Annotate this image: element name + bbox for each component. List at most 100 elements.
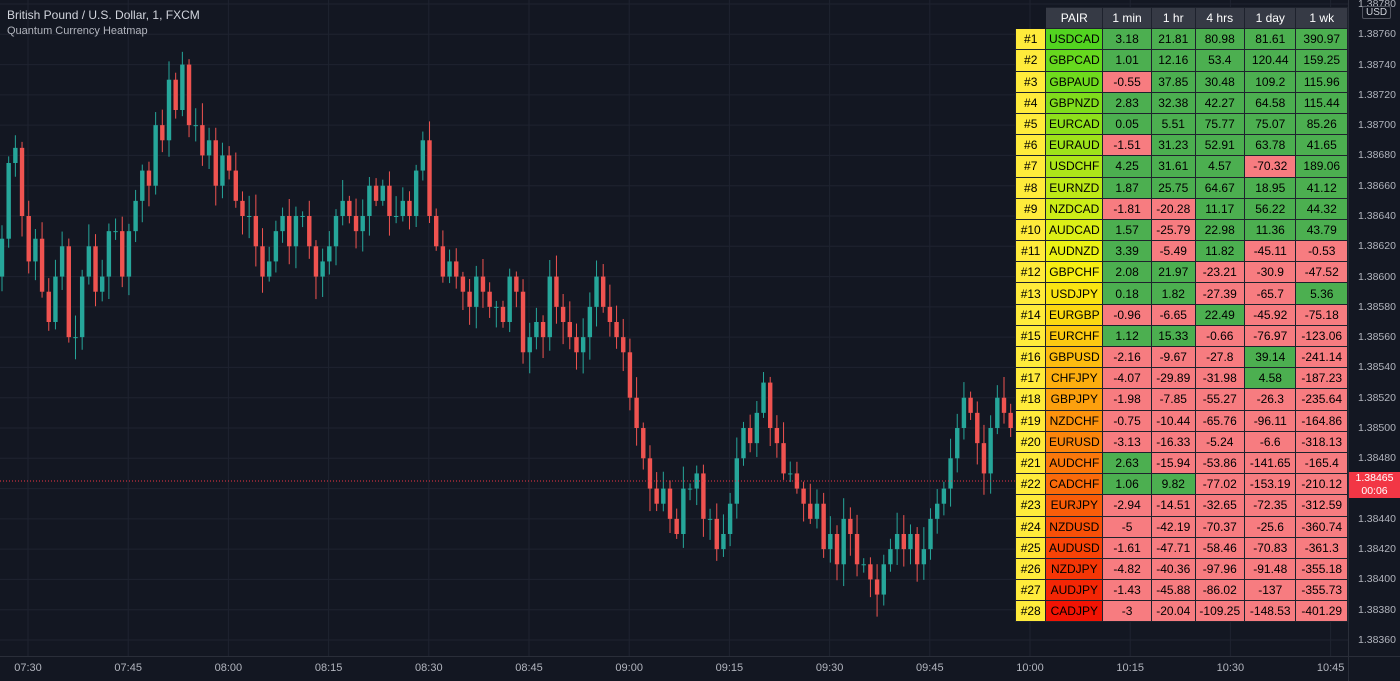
value-cell: -10.44 bbox=[1150, 409, 1196, 432]
pair-cell: CADCHF bbox=[1045, 473, 1104, 496]
value-cell: 64.58 bbox=[1244, 91, 1297, 114]
value-cell: -235.64 bbox=[1295, 388, 1348, 411]
rank-cell: #2 bbox=[1014, 49, 1047, 72]
rank-cell: #5 bbox=[1014, 112, 1047, 136]
candle-body bbox=[888, 549, 893, 565]
candle-body bbox=[981, 443, 987, 474]
value-cell: 1.06 bbox=[1102, 473, 1152, 496]
candle-body bbox=[520, 291, 526, 353]
value-cell: -70.37 bbox=[1194, 515, 1246, 538]
value-cell: -123.06 bbox=[1295, 324, 1348, 348]
candle-body bbox=[995, 397, 1000, 428]
price-axis[interactable]: 1.38780 1.38760 1.38740 1.38720 1.38700 1.386… bbox=[1348, 0, 1400, 656]
value-cell: -137 bbox=[1244, 579, 1297, 602]
value-cell: 159.25 bbox=[1295, 49, 1348, 72]
value-cell: -241.14 bbox=[1295, 345, 1348, 369]
value-cell: 5.51 bbox=[1150, 112, 1196, 136]
candle-body bbox=[607, 306, 613, 322]
rank-cell: #28 bbox=[1014, 600, 1047, 623]
axis-corner bbox=[1348, 656, 1400, 681]
price-tick: 1.38600 bbox=[1358, 270, 1396, 283]
heatmap-row: #1 USDCAD 3.18 21.81 80.98 81.61 390.97 bbox=[1014, 28, 1348, 51]
value-cell: -75.18 bbox=[1295, 303, 1348, 326]
pair-cell: AUDUSD bbox=[1045, 536, 1104, 559]
value-cell: -30.9 bbox=[1244, 261, 1297, 284]
value-cell: -76.97 bbox=[1244, 324, 1297, 348]
value-cell: 21.81 bbox=[1150, 28, 1196, 51]
candle-body bbox=[848, 518, 853, 534]
time-tick: 09:15 bbox=[715, 662, 744, 674]
candle-body bbox=[801, 488, 806, 504]
candle-body bbox=[935, 503, 940, 519]
value-cell: 41.12 bbox=[1295, 176, 1348, 199]
candle-body bbox=[200, 125, 205, 156]
value-cell: 0.05 bbox=[1102, 112, 1152, 136]
candle-body bbox=[788, 473, 793, 475]
candle-body bbox=[908, 534, 913, 550]
candle-body bbox=[126, 231, 132, 277]
heatmap-header-pair: PAIR bbox=[1045, 6, 1104, 30]
rank-cell: #24 bbox=[1014, 515, 1047, 538]
candle-body bbox=[133, 200, 138, 232]
candle-body bbox=[300, 216, 305, 217]
indicator-title[interactable]: Quantum Currency Heatmap bbox=[7, 25, 148, 37]
candle-body bbox=[747, 428, 753, 444]
candle-body bbox=[340, 200, 345, 216]
candle-body bbox=[968, 397, 973, 413]
heatmap-row: #22 CADCHF 1.06 9.82 -77.02 -153.19 -210.12 bbox=[1014, 473, 1348, 496]
time-tick: 09:30 bbox=[815, 662, 844, 674]
value-cell: -27.39 bbox=[1194, 282, 1246, 305]
candle-body bbox=[113, 231, 118, 233]
value-cell: -97.96 bbox=[1194, 557, 1246, 581]
candle-body bbox=[474, 276, 479, 307]
value-cell: 42.27 bbox=[1194, 91, 1246, 114]
pair-cell: GBPNZD bbox=[1045, 91, 1104, 114]
value-cell: -4.07 bbox=[1102, 367, 1152, 390]
candle-body bbox=[380, 185, 385, 201]
value-cell: -210.12 bbox=[1295, 473, 1348, 496]
candle-body bbox=[507, 276, 512, 322]
pair-cell: GBPCAD bbox=[1045, 49, 1104, 72]
time-axis[interactable]: 07:30 07:45 08:00 08:15 08:30 08:45 09:00 09:15… bbox=[0, 656, 1348, 681]
value-cell: -5.24 bbox=[1194, 430, 1246, 453]
candle-body bbox=[975, 412, 980, 444]
value-cell: -0.75 bbox=[1102, 409, 1152, 432]
value-cell: 22.49 bbox=[1194, 303, 1246, 326]
candle-body bbox=[447, 261, 452, 277]
time-tick: 08:30 bbox=[415, 662, 443, 674]
value-cell: -2.94 bbox=[1102, 494, 1152, 517]
currency-badge[interactable]: USD bbox=[1362, 6, 1392, 19]
value-cell: 5.36 bbox=[1295, 282, 1348, 305]
chart-area[interactable]: British Pound / U.S. Dollar, 1, FXCM Qua… bbox=[0, 0, 1348, 656]
pair-cell: CHFJPY bbox=[1045, 367, 1104, 390]
pair-cell: GBPUSD bbox=[1045, 345, 1104, 369]
candle-body bbox=[914, 534, 920, 565]
value-cell: -401.29 bbox=[1295, 600, 1348, 623]
value-cell: 63.78 bbox=[1244, 134, 1297, 157]
value-cell: -20.28 bbox=[1150, 197, 1196, 220]
value-cell: -187.23 bbox=[1295, 367, 1348, 390]
value-cell: -15.94 bbox=[1150, 451, 1196, 475]
value-cell: 43.79 bbox=[1295, 218, 1348, 242]
value-cell: 64.67 bbox=[1194, 176, 1246, 199]
candle-body bbox=[654, 488, 659, 504]
value-cell: -25.6 bbox=[1244, 515, 1297, 538]
heatmap-header-blank bbox=[1016, 8, 1046, 29]
heatmap-header-1wk: 1 wk bbox=[1295, 6, 1348, 30]
candle-body bbox=[868, 564, 873, 580]
rank-cell: #8 bbox=[1014, 176, 1047, 199]
value-cell: 39.14 bbox=[1244, 345, 1297, 369]
value-cell: -1.81 bbox=[1102, 197, 1152, 220]
candle-body bbox=[193, 125, 198, 127]
candle-body bbox=[647, 458, 653, 489]
price-tick: 1.38480 bbox=[1358, 452, 1396, 465]
heatmap-header-1day: 1 day bbox=[1244, 6, 1297, 30]
value-cell: -148.53 bbox=[1244, 600, 1297, 623]
value-cell: 1.57 bbox=[1102, 218, 1152, 242]
symbol-title[interactable]: British Pound / U.S. Dollar, 1, FXCM bbox=[7, 8, 200, 22]
candle-body bbox=[727, 503, 733, 534]
candle-body bbox=[180, 64, 185, 110]
pair-cell: EURAUD bbox=[1045, 134, 1104, 157]
value-cell: -91.48 bbox=[1244, 557, 1297, 581]
candle-body bbox=[0, 238, 5, 277]
